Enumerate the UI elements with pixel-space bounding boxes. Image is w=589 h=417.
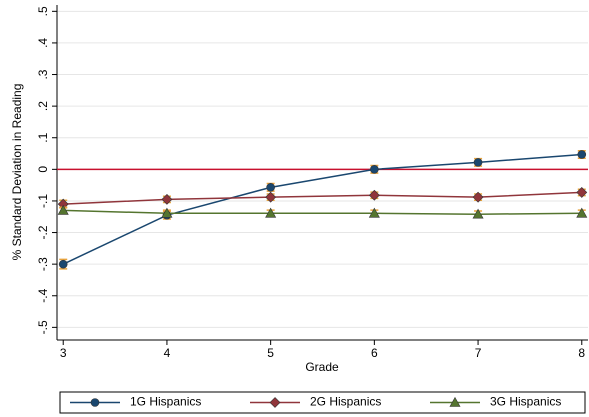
x-tick-label: 7 [475, 346, 482, 360]
y-tick-label: .4 [36, 38, 50, 48]
marker [472, 208, 484, 219]
marker [368, 189, 380, 201]
y-tick-label: -.4 [36, 288, 50, 302]
marker [57, 204, 69, 215]
marker [90, 398, 100, 407]
x-tick-label: 3 [60, 346, 67, 360]
marker [449, 396, 461, 407]
y-tick-label: 0 [36, 166, 50, 173]
y-tick-label: .5 [36, 6, 50, 16]
x-axis-label: Grade [305, 360, 339, 374]
marker [472, 191, 484, 203]
marker [58, 259, 68, 269]
marker [265, 207, 277, 218]
y-tick-label: -.3 [36, 257, 50, 271]
x-tick-label: 8 [578, 346, 585, 360]
legend-box [59, 391, 586, 414]
y-tick-label: .2 [36, 101, 50, 111]
marker [576, 186, 588, 198]
marker [473, 158, 483, 167]
x-tick-label: 4 [164, 346, 171, 360]
legend-label: 2G Hispanics [310, 395, 381, 409]
marker [161, 193, 173, 205]
y-tick-label: -.5 [36, 320, 50, 334]
marker [161, 207, 173, 218]
y-tick-label: -.1 [36, 194, 50, 208]
y-tick-label: -.2 [36, 225, 50, 239]
series-line [62, 153, 582, 265]
y-axis-label: % Standard Deviation in Reading [10, 84, 24, 261]
series-line [63, 191, 582, 205]
marker [265, 191, 277, 203]
legend-label: 1G Hispanics [130, 395, 201, 409]
marker [577, 150, 587, 159]
marker [269, 397, 281, 408]
x-tick-label: 6 [371, 346, 378, 360]
x-tick-label: 5 [267, 346, 274, 360]
y-tick-label: .1 [36, 132, 50, 142]
marker [370, 165, 379, 174]
y-tick-label: .3 [36, 69, 50, 79]
marker [576, 207, 588, 218]
series-line [63, 209, 582, 215]
marker [266, 183, 275, 192]
legend-label: 3G Hispanics [490, 395, 561, 409]
marker [368, 207, 380, 218]
